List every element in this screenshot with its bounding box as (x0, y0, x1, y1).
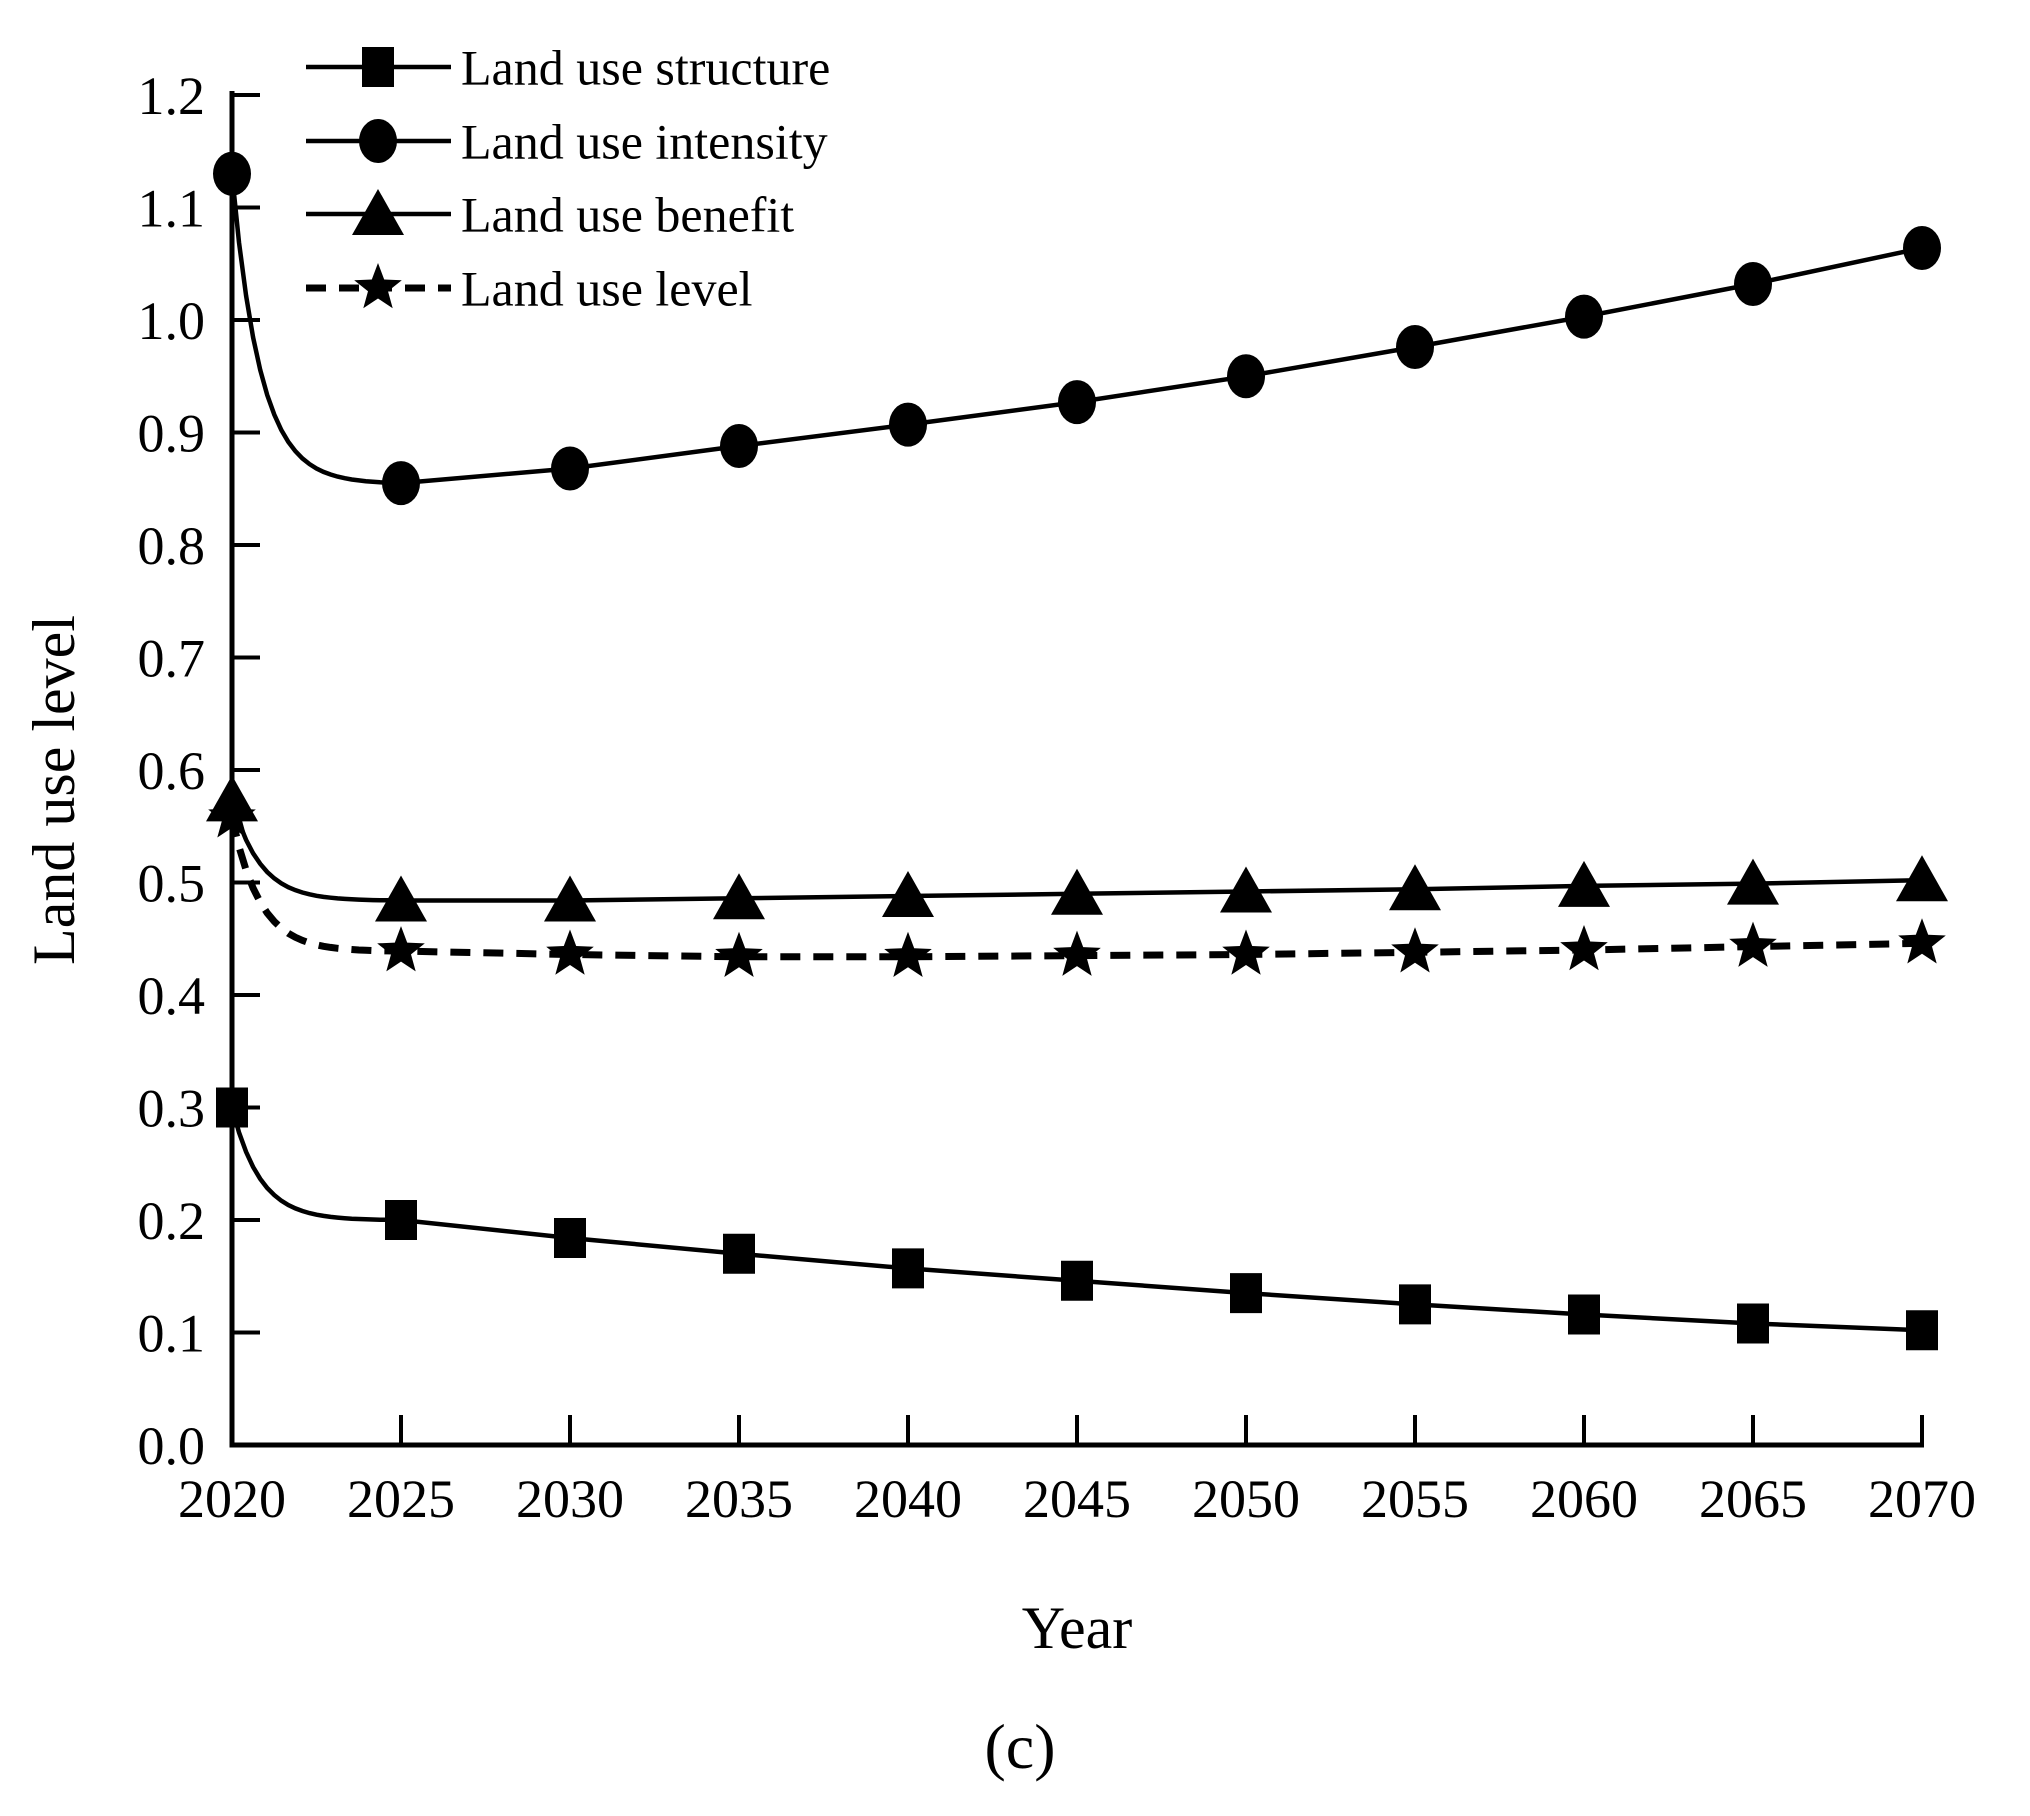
legend: Land use structure Land use intensity La… (306, 40, 830, 317)
y-tick-label: 1.0 (138, 291, 206, 351)
y-tick-label: 1.2 (138, 66, 206, 126)
star-marker-icon (1222, 929, 1270, 975)
y-tick-label: 0.8 (138, 516, 206, 576)
circle-marker-icon (1565, 294, 1603, 339)
plot-area: 0.0 0.1 0.2 0.3 0.4 0.5 0.6 0.7 0.8 0.9 1.0 1.1 1.2 2… (138, 66, 1977, 1529)
x-axis-title: Year (1022, 1595, 1133, 1661)
legend-item-benefit: Land use benefit (306, 187, 794, 243)
y-tick-label: 0.0 (138, 1416, 206, 1476)
figure-caption: (c) (984, 1711, 1055, 1782)
circle-marker-icon (720, 424, 758, 468)
star-marker-icon (884, 931, 932, 977)
circle-marker-icon (1734, 262, 1772, 306)
triangle-marker-icon (544, 875, 596, 922)
square-marker-icon (1906, 1310, 1938, 1351)
x-tick-label: 2070 (1868, 1469, 1976, 1529)
triangle-marker-icon (1558, 860, 1610, 907)
triangle-marker-icon (1389, 864, 1441, 911)
legend-label-structure: Land use structure (461, 40, 830, 96)
y-tick-label: 1.1 (138, 178, 206, 238)
y-tick-label: 0.2 (138, 1191, 206, 1251)
square-marker-icon (1399, 1284, 1431, 1325)
y-axis-title: Land use level (21, 615, 87, 965)
y-tick-label: 0.4 (138, 966, 206, 1026)
circle-marker-icon (1227, 354, 1265, 399)
x-tick-label: 2060 (1530, 1469, 1638, 1529)
x-tick-label: 2055 (1361, 1469, 1469, 1529)
square-marker-icon (723, 1233, 755, 1274)
star-marker-icon (546, 929, 594, 975)
star-marker-icon (208, 792, 256, 838)
circle-marker-icon (213, 151, 251, 196)
triangle-marker-icon (1896, 855, 1948, 902)
circle-marker-icon (382, 461, 420, 506)
square-marker-icon (1061, 1260, 1093, 1301)
circle-marker-icon (551, 446, 589, 491)
star-marker-icon (1053, 930, 1101, 976)
legend-item-structure: Land use structure (306, 40, 830, 96)
square-marker-icon (216, 1087, 248, 1128)
series-line-land-use-level (228, 816, 1923, 961)
legend-label-level: Land use level (461, 261, 753, 317)
triangle-marker-icon (1727, 858, 1779, 905)
triangle-marker-icon (1220, 866, 1272, 913)
square-marker-icon (1568, 1294, 1600, 1335)
legend-label-benefit: Land use benefit (461, 187, 794, 243)
circle-marker-icon (889, 402, 927, 447)
y-tick-label: 0.5 (138, 853, 206, 913)
x-tick-label: 2065 (1699, 1469, 1807, 1529)
series-line-land-use-intensity (229, 173, 1923, 486)
square-marker-icon (554, 1218, 586, 1258)
square-marker-icon (1737, 1303, 1769, 1344)
x-tick-label: 2045 (1023, 1469, 1131, 1529)
star-marker-icon (715, 931, 763, 977)
y-tick-label: 0.7 (138, 628, 206, 688)
star-marker-icon (354, 263, 402, 309)
legend-item-intensity: Land use intensity (306, 114, 828, 170)
triangle-marker-icon (713, 873, 765, 920)
series-line-land-use-structure (229, 1106, 1923, 1333)
star-marker-icon (1560, 925, 1608, 971)
circle-marker-icon (1396, 325, 1434, 369)
y-tick-label: 0.9 (138, 403, 206, 463)
star-marker-icon (1391, 927, 1439, 973)
x-tick-label: 2035 (685, 1469, 793, 1529)
star-marker-icon (1898, 918, 1946, 964)
y-tick-label: 0.1 (138, 1303, 206, 1363)
triangle-marker-icon (882, 871, 934, 917)
triangle-marker-icon (375, 875, 427, 922)
square-marker-icon (892, 1248, 924, 1289)
circle-marker-icon (359, 119, 397, 163)
x-tick-label: 2020 (178, 1469, 286, 1529)
legend-label-intensity: Land use intensity (461, 114, 828, 170)
x-tick-label: 2030 (516, 1469, 624, 1529)
y-tick-label: 0.3 (138, 1078, 206, 1138)
circle-marker-icon (1903, 226, 1941, 270)
star-marker-icon (377, 926, 425, 972)
legend-item-level: Land use level (306, 261, 753, 317)
triangle-marker-icon (352, 189, 404, 235)
x-tick-label: 2025 (347, 1469, 455, 1529)
series-line-land-use-benefit (229, 799, 1923, 903)
y-tick-label: 0.6 (138, 741, 206, 801)
x-tick-label: 2050 (1192, 1469, 1300, 1529)
triangle-marker-icon (1051, 868, 1103, 915)
x-tick-label: 2040 (854, 1469, 962, 1529)
square-marker-icon (1230, 1273, 1262, 1314)
circle-marker-icon (1058, 380, 1096, 425)
square-marker-icon (362, 47, 394, 87)
square-marker-icon (385, 1200, 417, 1240)
star-marker-icon (1729, 921, 1777, 967)
